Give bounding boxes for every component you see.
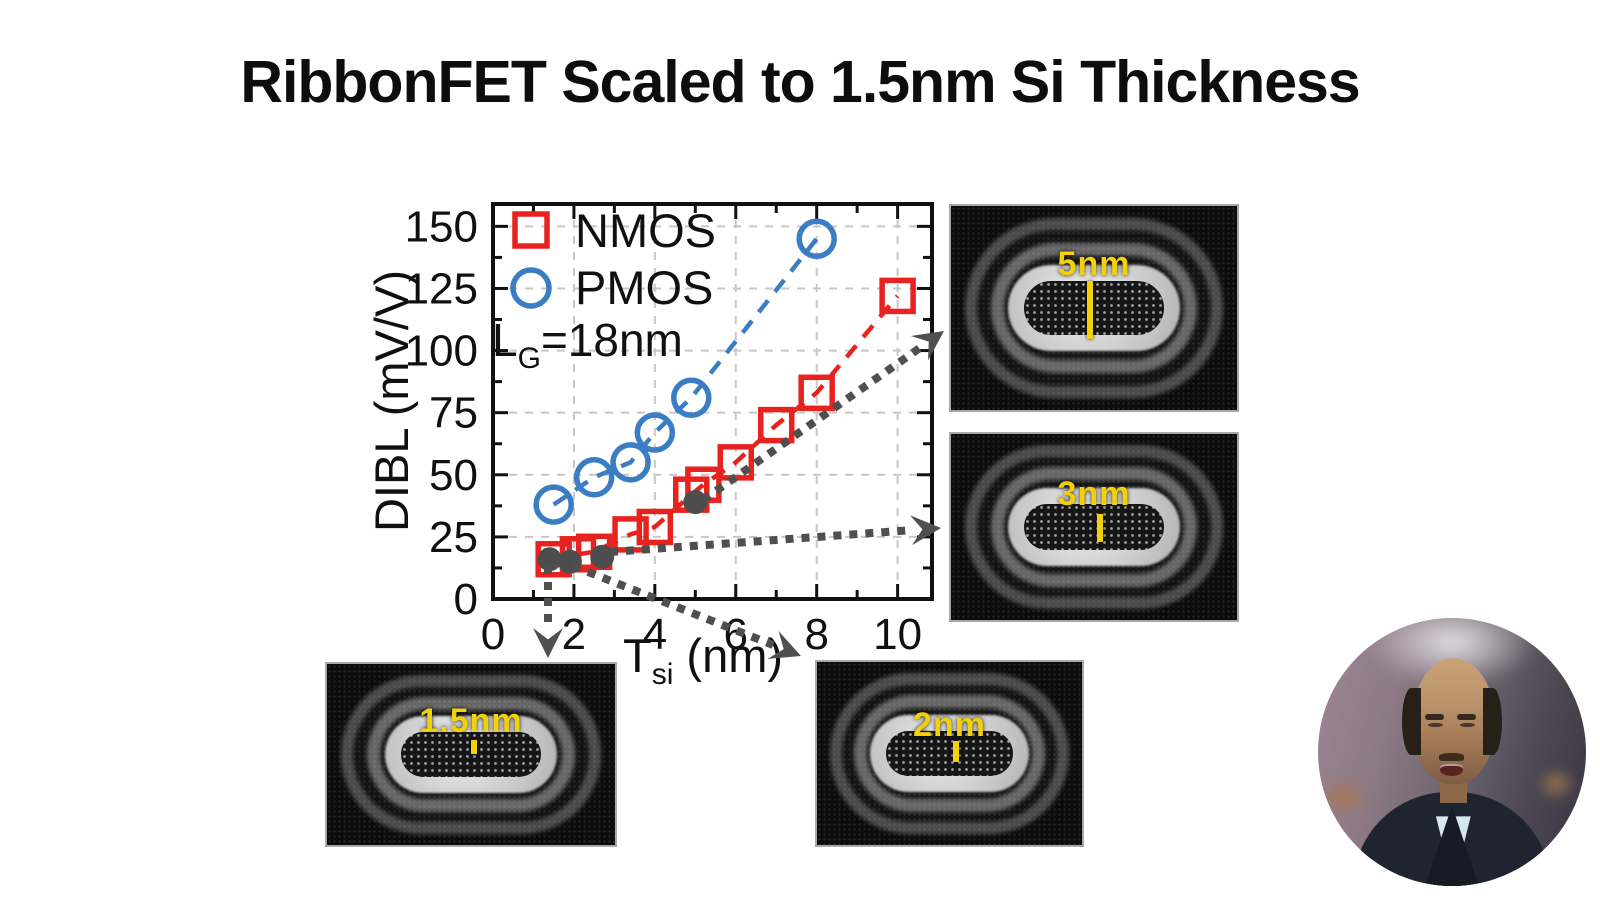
chart-annotation: LG=18nm xyxy=(492,314,683,375)
svg-text:25: 25 xyxy=(429,513,478,562)
svg-text:50: 50 xyxy=(429,451,478,500)
tem-measurement-line xyxy=(953,740,960,762)
svg-text:75: 75 xyxy=(429,389,478,438)
tem-silicon-core xyxy=(886,731,1013,776)
presenter-eyebrow xyxy=(1425,714,1444,721)
presenter-mustache xyxy=(1438,753,1465,762)
gate-length-annotation: LG=18nm xyxy=(492,314,683,375)
arrow-to-1.5nm-image-head xyxy=(533,628,563,658)
webcam-background-glow xyxy=(1543,773,1570,795)
presenter-eye xyxy=(1460,722,1475,728)
presenter-eyebrow xyxy=(1457,714,1477,721)
svg-text:0: 0 xyxy=(454,575,478,624)
arrow-to-5nm-image xyxy=(700,344,922,504)
svg-text:8: 8 xyxy=(804,610,828,659)
svg-text:4: 4 xyxy=(643,610,667,659)
presenter-mouth xyxy=(1439,764,1463,777)
presenter-eye xyxy=(1427,722,1443,728)
svg-text:125: 125 xyxy=(405,264,478,313)
x-axis-title: Tsi (nm) xyxy=(623,629,783,691)
tem-thickness-label: 1.5nm xyxy=(419,702,523,740)
chart-frame xyxy=(491,202,934,601)
svg-text:10: 10 xyxy=(873,610,922,659)
arrow-to-5nm-image-head xyxy=(910,331,944,361)
arrow-to-3nm-image-head xyxy=(909,515,941,546)
presenter-face xyxy=(1411,658,1495,785)
slide-title: RibbonFET Scaled to 1.5nm Si Thickness xyxy=(240,49,1360,115)
tem-thickness-label: 2nm xyxy=(913,705,986,744)
chart-tick-labels: 02468100255075100125150 xyxy=(405,202,923,659)
chart-gridlines xyxy=(493,204,932,599)
tem-image-1.5nm: 1.5nm xyxy=(325,662,617,847)
svg-text:100: 100 xyxy=(405,327,478,376)
tem-measurement-line xyxy=(1086,281,1093,340)
svg-text:0: 0 xyxy=(481,610,505,659)
svg-text:150: 150 xyxy=(405,202,478,251)
arrow-to-2nm-image-head xyxy=(767,631,801,659)
presenter-hair xyxy=(1482,687,1502,755)
tem-image-5nm: 5nm xyxy=(949,204,1239,412)
arrow-to-3nm-image xyxy=(609,526,912,556)
tem-silicon-core xyxy=(1024,281,1164,335)
presenter-webcam-video[interactable] xyxy=(1318,618,1586,886)
tem-image-2nm: 2nm xyxy=(815,660,1084,847)
tem-silicon-core xyxy=(400,732,542,777)
presenter-hair xyxy=(1402,687,1422,755)
tem-silicon-core xyxy=(1024,503,1164,551)
y-axis-title: DIBL (mV/V) xyxy=(365,270,418,532)
tem-thickness-label: 5nm xyxy=(1057,244,1131,283)
tem-measurement-line xyxy=(1096,513,1103,542)
tem-thickness-label: 3nm xyxy=(1057,474,1131,513)
legend-pmos-label: PMOS xyxy=(575,261,713,314)
chart-series-pmos-markers xyxy=(533,218,837,525)
arrow-to-2nm-image xyxy=(571,562,775,649)
tem-reference-arrows xyxy=(533,331,944,659)
legend-nmos-label: NMOS xyxy=(575,204,716,257)
webcam-background-glow xyxy=(1326,784,1361,809)
tem-measurement-line xyxy=(471,740,477,755)
chart-axis-titles: DIBL (mV/V) Tsi (nm) xyxy=(365,270,783,691)
svg-text:2: 2 xyxy=(562,610,586,659)
tem-image-3nm: 3nm xyxy=(949,432,1239,622)
